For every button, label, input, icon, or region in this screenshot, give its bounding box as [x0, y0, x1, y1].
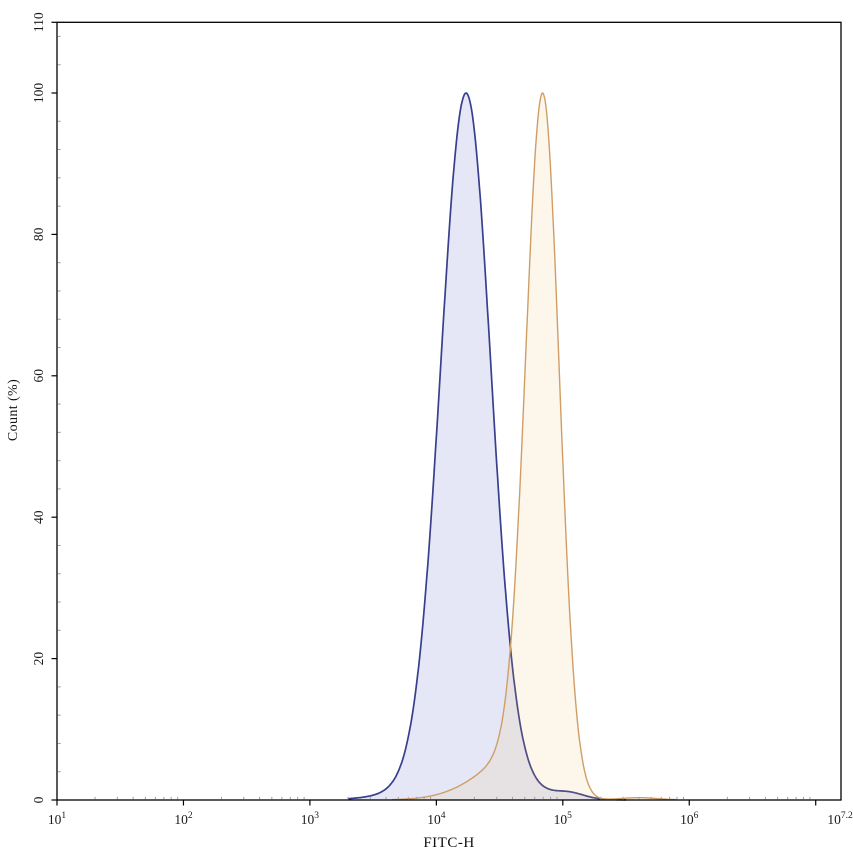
y-axis-ticks [51, 21, 61, 801]
y-tick-label: 20 [31, 652, 46, 666]
x-axis-tick-labels: 101 102 103 104 105 106 107.2 [48, 811, 853, 827]
x-tick-label: 104 [427, 811, 446, 827]
y-tick-label: 40 [31, 510, 46, 524]
blue-population [347, 92, 626, 801]
x-axis-ticks [56, 796, 817, 806]
x-tick-label: 106 [680, 811, 699, 827]
blue-population-curve [347, 92, 626, 801]
x-tick-label: 101 [48, 811, 67, 827]
y-tick-label: 60 [31, 369, 46, 383]
y-tick-label: 100 [31, 83, 46, 104]
x-axis-title: FITC-H [423, 835, 475, 851]
plot-border [56, 21, 842, 801]
orange-population [392, 92, 677, 801]
x-tick-label: 102 [174, 811, 193, 827]
y-tick-label: 80 [31, 227, 46, 241]
x-tick-label: 105 [554, 811, 573, 827]
x-tick-label: 107.2 [827, 811, 853, 827]
y-axis-title: Count (%) [6, 378, 21, 442]
x-tick-label: 103 [301, 811, 320, 827]
y-tick-label: 0 [31, 796, 46, 803]
orange-population-curve [392, 92, 677, 801]
y-tick-label: 110 [31, 12, 46, 32]
blue-population-fill [347, 93, 626, 800]
y-axis-tick-labels: 0 20 40 60 80 100 110 [31, 12, 46, 803]
orange-population-fill [392, 93, 677, 800]
